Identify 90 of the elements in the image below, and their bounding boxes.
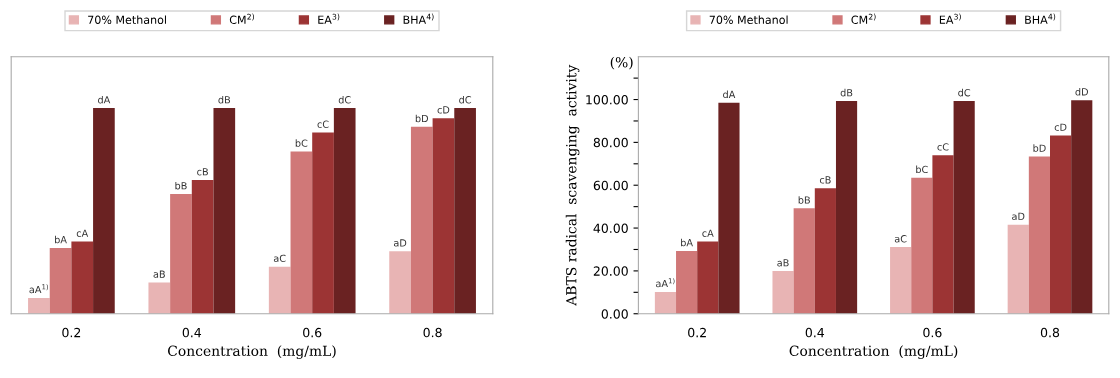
bar: [890, 247, 912, 314]
annotation: aB: [777, 259, 789, 267]
bar: [49, 247, 72, 314]
bar: [213, 108, 236, 314]
annotation: bB: [175, 181, 187, 190]
y-tick-label: 0.00: [601, 309, 628, 319]
x-axis-title: Concentration (mg/mL): [789, 345, 958, 359]
annotation: aB: [153, 270, 165, 278]
bar: [1071, 100, 1093, 314]
annotation: aD: [1012, 212, 1025, 220]
annotation: bA: [681, 238, 693, 247]
bar: [1007, 224, 1029, 314]
bar: [953, 101, 975, 314]
text: dA: [98, 95, 111, 104]
annotation: cD: [437, 106, 450, 114]
bar: [793, 208, 815, 314]
annotation: cA: [702, 229, 714, 237]
annotation: aC: [894, 235, 907, 243]
bar: [814, 188, 836, 314]
annotation: bA: [55, 235, 67, 244]
x-tick-label: 0.4: [805, 327, 825, 338]
legend-label: BHA$^{4)}$: [1025, 13, 1056, 24]
y-tick-label: 80.00: [593, 137, 628, 148]
bar: [71, 241, 94, 314]
bar: [312, 132, 334, 314]
bar: [676, 250, 698, 314]
bar: [697, 241, 719, 314]
y-tick-label: 40.00: [593, 223, 628, 233]
bar: [389, 251, 411, 314]
annotation: bD: [1033, 144, 1046, 152]
y-axis-title: ABTS radical scavenging activity: [565, 64, 580, 306]
bar: [911, 177, 933, 314]
annotation: cC: [317, 120, 329, 128]
bar: [654, 291, 677, 314]
annotation: cB: [197, 168, 208, 176]
annotation: cD: [1054, 123, 1067, 131]
bar: [93, 108, 115, 314]
y-tick-label: 20.00: [593, 266, 628, 276]
bar: [170, 194, 192, 314]
bar: [148, 282, 171, 314]
legend-label: EA$^{3)}$: [939, 13, 961, 24]
legend-label: 70% Methanol: [88, 15, 166, 24]
text: dC: [459, 95, 472, 104]
x-tick-label: 0.6: [303, 327, 322, 338]
text: (%): [610, 56, 633, 70]
legend-label: 70% Methanol: [709, 15, 788, 24]
x-tick-label: 0.4: [182, 327, 202, 338]
annotation: cA: [76, 229, 89, 237]
bar: [191, 180, 214, 314]
x-axis-title: Concentration (mg/mL): [168, 345, 336, 359]
annotation: cC: [937, 143, 949, 151]
annotation: aA$^{1)}$: [656, 278, 675, 288]
x-tick-label: 0.6: [923, 327, 942, 338]
bar: [454, 108, 476, 314]
x-tick-label: 0.2: [62, 327, 81, 338]
legend-label: BHA$^{4)}$: [403, 13, 434, 24]
annotation: bC: [916, 165, 928, 174]
annotation: aA$^{1)}$: [29, 284, 48, 294]
annotation: bC: [295, 139, 308, 147]
annotation: dB: [840, 88, 853, 97]
annotation: aC: [273, 254, 286, 262]
bar: [290, 151, 313, 314]
annotation: dD: [1075, 88, 1089, 96]
bar: [28, 297, 50, 314]
bar: [718, 102, 740, 314]
x-tick-label: 0.2: [688, 327, 706, 338]
annotation: dA: [723, 90, 736, 99]
legend-label: CM$^{2)}$: [229, 13, 254, 24]
text: dC: [338, 95, 351, 104]
annotation: aD: [393, 239, 407, 247]
bar: [772, 271, 794, 314]
annotation: cB: [819, 176, 831, 184]
bar: [932, 155, 954, 314]
bar: [268, 266, 291, 314]
bar: [333, 108, 356, 314]
legend-label: EA$^{3)}$: [318, 13, 340, 24]
annotation: bD: [415, 114, 429, 123]
x-tick-label: 0.8: [423, 327, 442, 338]
bar: [1028, 156, 1050, 314]
legend-label: CM$^{2)}$: [851, 13, 876, 24]
x-tick-label: 0.8: [1040, 327, 1060, 338]
bar: [432, 118, 455, 314]
y-tick-label: 60.00: [593, 180, 628, 191]
annotation: dC: [958, 88, 971, 97]
text: dB: [218, 95, 231, 104]
y-tick-label: 100.00: [586, 95, 628, 105]
bar: [835, 101, 858, 314]
bar: [1050, 135, 1072, 314]
annotation: bB: [798, 196, 810, 204]
bar: [410, 126, 433, 314]
